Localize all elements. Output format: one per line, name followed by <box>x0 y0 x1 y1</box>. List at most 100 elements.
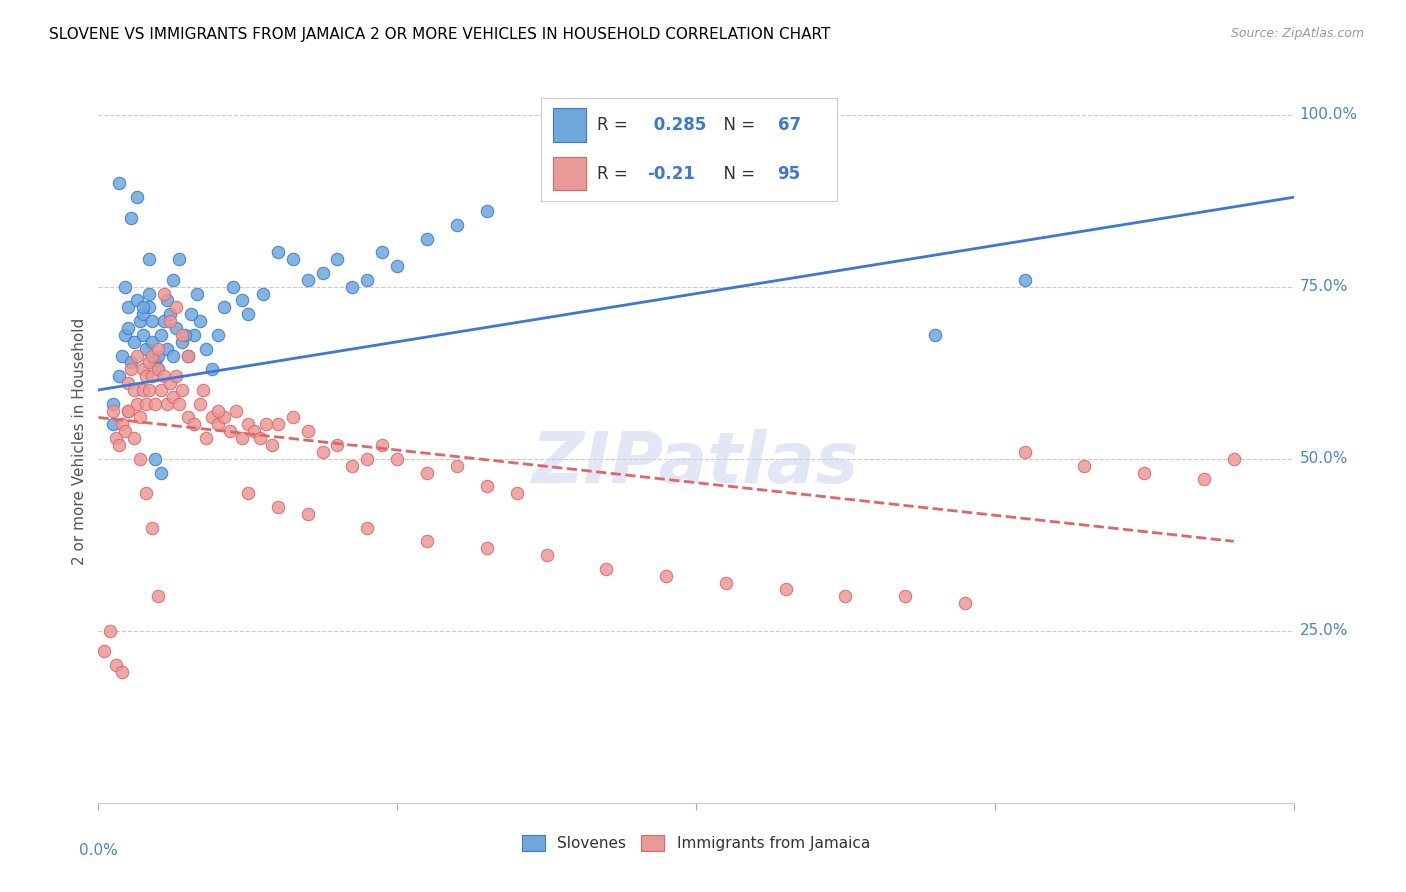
Point <box>1014 445 1036 459</box>
Point <box>135 486 157 500</box>
Point <box>191 383 214 397</box>
Point <box>231 431 253 445</box>
Point <box>254 417 277 432</box>
Point <box>834 590 856 604</box>
Point <box>252 286 274 301</box>
Point <box>111 665 134 679</box>
Point <box>162 273 184 287</box>
Point <box>297 273 319 287</box>
Point <box>475 204 498 219</box>
Text: 95: 95 <box>778 164 800 183</box>
Bar <box>553 108 586 142</box>
Point <box>243 424 266 438</box>
Point <box>186 286 208 301</box>
Point <box>775 582 797 597</box>
Point <box>236 307 259 321</box>
Point <box>267 500 290 514</box>
Point <box>172 383 194 397</box>
Text: R =: R = <box>598 164 634 183</box>
Point <box>236 486 259 500</box>
Point <box>212 410 235 425</box>
Point <box>281 252 304 267</box>
Point <box>117 301 139 315</box>
Point <box>1223 451 1246 466</box>
Point <box>162 349 184 363</box>
Point <box>188 397 211 411</box>
Point <box>311 445 333 459</box>
Text: 50.0%: 50.0% <box>1299 451 1348 467</box>
Point <box>924 327 946 342</box>
Point <box>385 451 409 466</box>
Point <box>150 466 173 480</box>
Point <box>260 438 283 452</box>
Text: -0.21: -0.21 <box>648 164 696 183</box>
Point <box>124 334 146 349</box>
Point <box>124 383 146 397</box>
Point <box>177 410 200 425</box>
Point <box>1073 458 1095 473</box>
Point <box>132 301 155 315</box>
Point <box>167 252 190 267</box>
Point <box>371 245 394 260</box>
Text: 75.0%: 75.0% <box>1299 279 1348 294</box>
Point <box>165 321 187 335</box>
Point <box>281 410 304 425</box>
Point <box>114 279 136 293</box>
Point <box>117 321 139 335</box>
Text: N =: N = <box>713 116 759 135</box>
Point <box>148 342 170 356</box>
Point <box>120 362 142 376</box>
Text: 100.0%: 100.0% <box>1299 107 1358 122</box>
Text: R =: R = <box>598 116 634 135</box>
Point <box>156 342 179 356</box>
Point <box>371 438 394 452</box>
Point <box>141 520 163 534</box>
Y-axis label: 2 or more Vehicles in Household: 2 or more Vehicles in Household <box>72 318 87 566</box>
Point <box>356 520 378 534</box>
Point <box>153 286 176 301</box>
Point <box>129 410 152 425</box>
Point <box>127 397 149 411</box>
Point <box>231 293 253 308</box>
Point <box>1133 466 1156 480</box>
Point <box>127 190 149 204</box>
Point <box>311 266 333 280</box>
Point <box>188 314 211 328</box>
Bar <box>553 157 586 190</box>
Point <box>159 376 181 390</box>
Point <box>156 397 179 411</box>
Point <box>385 259 409 273</box>
Point <box>201 410 224 425</box>
Point <box>148 362 170 376</box>
Point <box>172 327 194 342</box>
Point <box>267 417 290 432</box>
Point <box>356 273 378 287</box>
Point <box>93 644 115 658</box>
Text: Source: ZipAtlas.com: Source: ZipAtlas.com <box>1230 27 1364 40</box>
Point <box>120 211 142 225</box>
Point <box>108 438 131 452</box>
Point <box>156 293 179 308</box>
Point <box>153 314 176 328</box>
Point <box>148 349 170 363</box>
Point <box>132 327 155 342</box>
Point <box>159 307 181 321</box>
Point <box>150 383 173 397</box>
Point <box>148 590 170 604</box>
Point <box>111 417 134 432</box>
Point <box>342 458 364 473</box>
Point <box>356 451 378 466</box>
Point <box>475 541 498 556</box>
Point <box>135 369 157 384</box>
Point <box>143 355 166 369</box>
Text: 0.285: 0.285 <box>648 116 706 135</box>
Point <box>135 397 157 411</box>
Point <box>212 301 235 315</box>
Point <box>114 327 136 342</box>
Point <box>201 362 224 376</box>
Point <box>207 417 229 432</box>
Point <box>207 327 229 342</box>
Point <box>129 451 152 466</box>
Point <box>117 403 139 417</box>
Point <box>141 314 163 328</box>
